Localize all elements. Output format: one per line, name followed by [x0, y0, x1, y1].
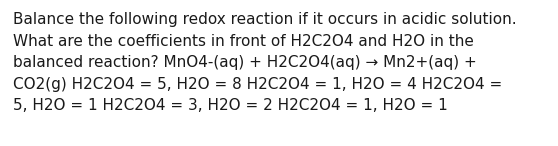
- Text: Balance the following redox reaction if it occurs in acidic solution.
What are t: Balance the following redox reaction if …: [13, 12, 517, 113]
